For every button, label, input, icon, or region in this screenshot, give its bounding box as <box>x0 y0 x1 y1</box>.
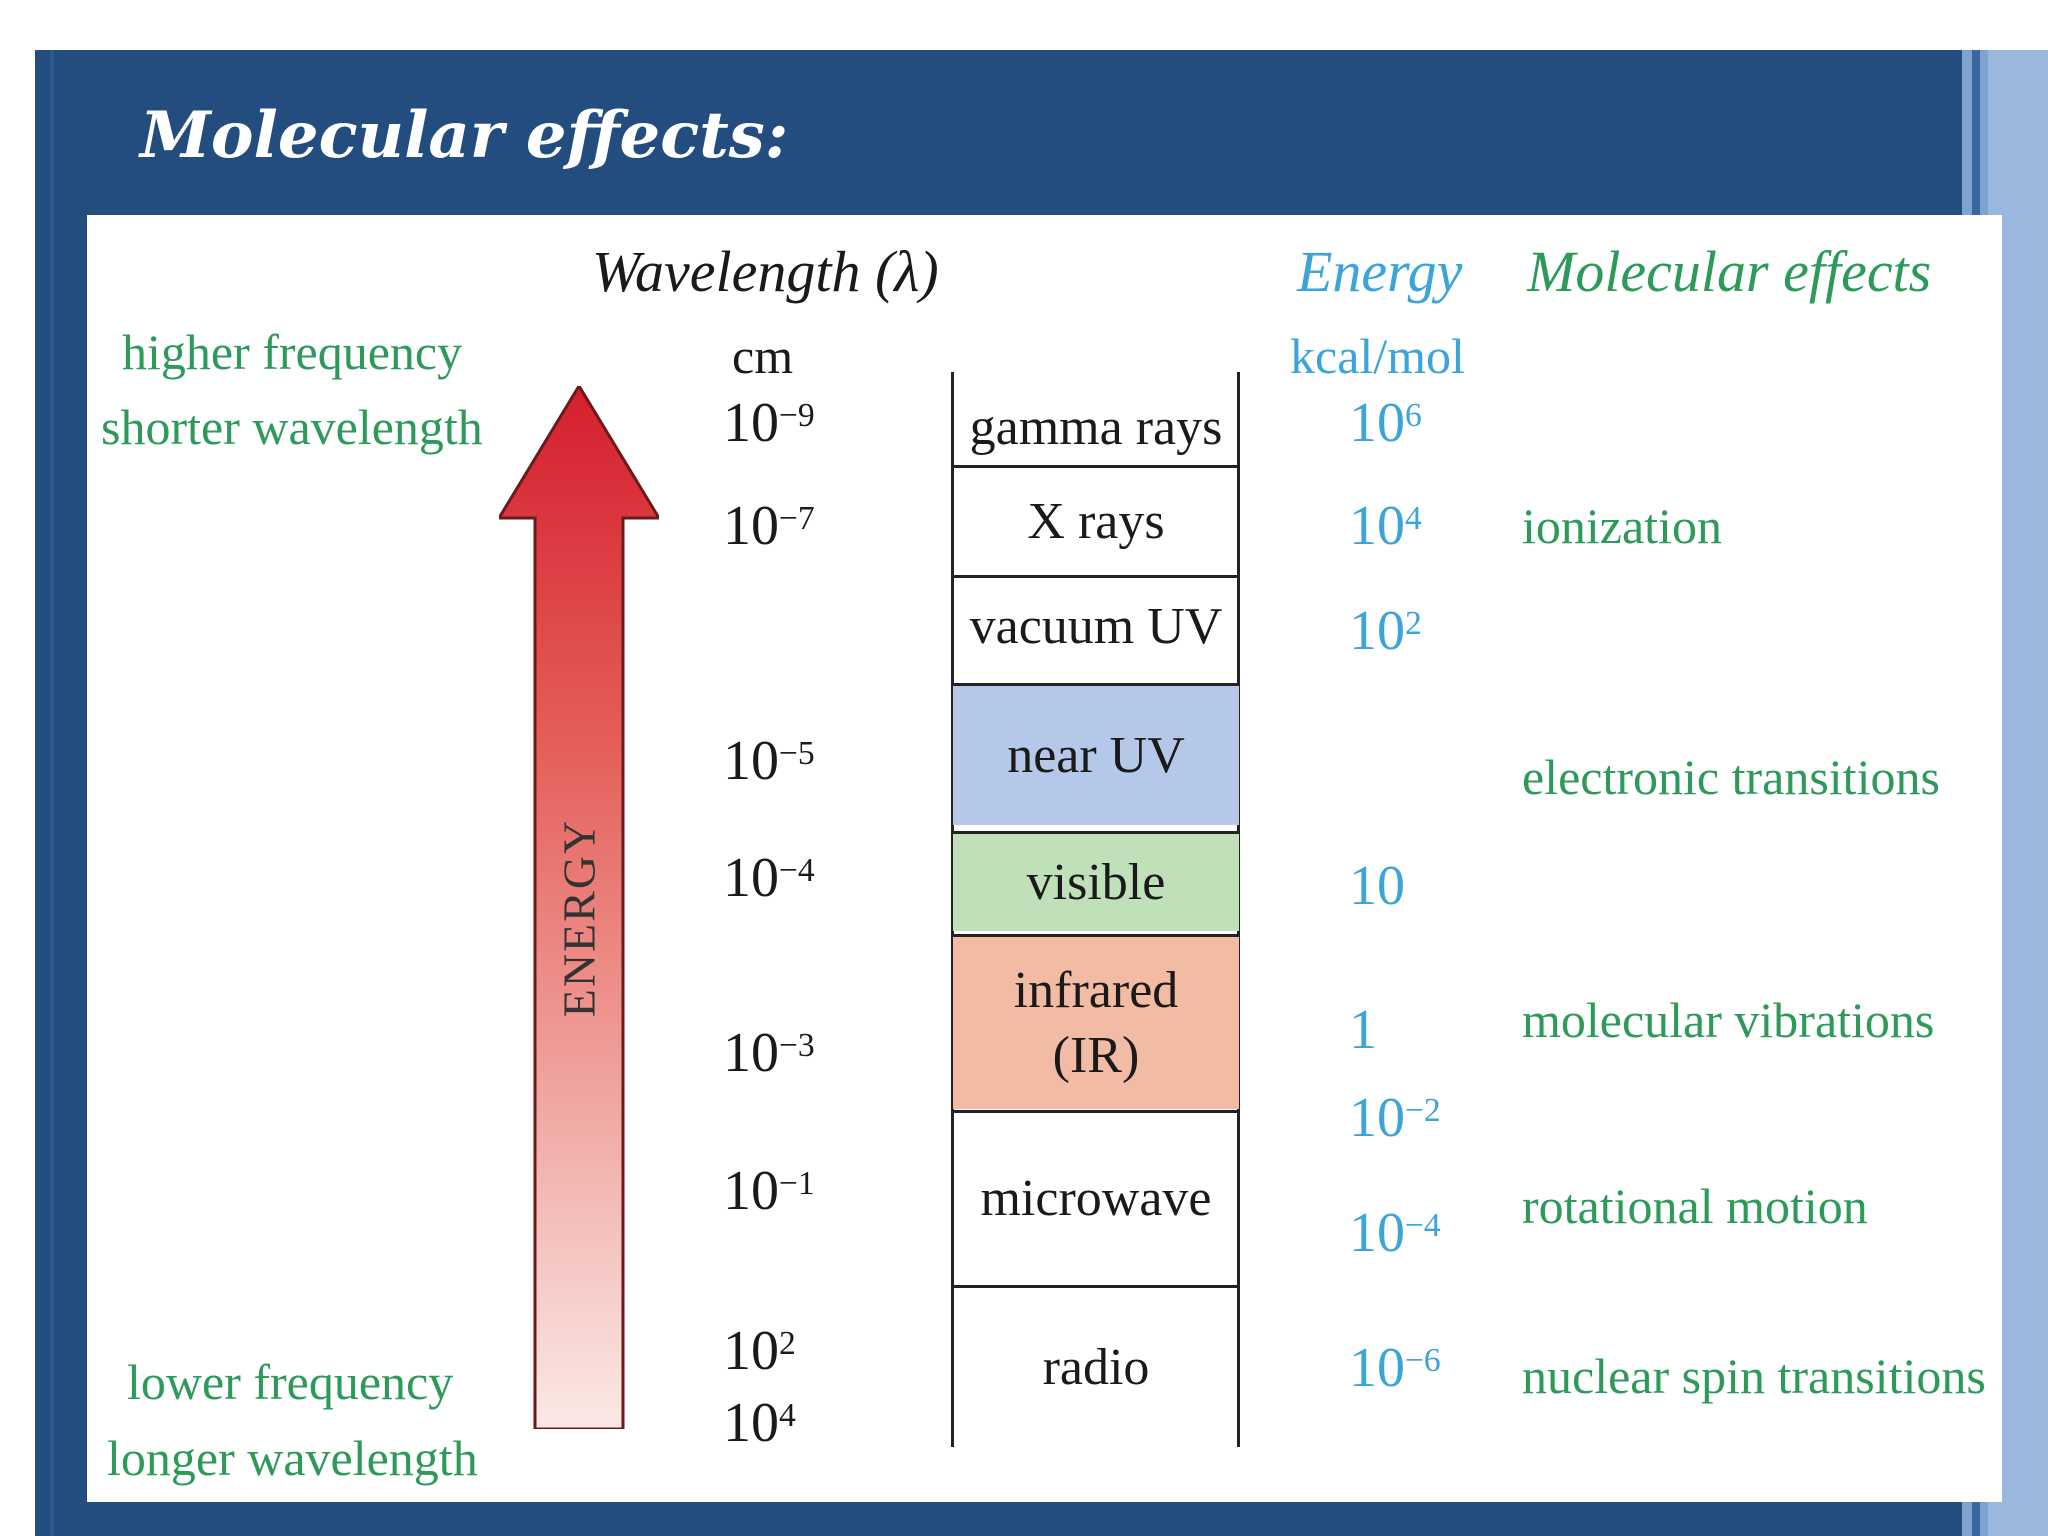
energy-value: 1 <box>1349 999 1377 1061</box>
shorter-wavelength-label: shorter wavelength <box>101 399 483 455</box>
lower-frequency-label: lower frequency <box>127 1354 454 1410</box>
higher-frequency-label: higher frequency <box>122 324 463 380</box>
band-column-left-border <box>951 372 954 1447</box>
energy-value: 10 <box>1349 855 1405 917</box>
effect-rotational-motion: rotational motion <box>1522 1178 1868 1234</box>
energy-arrow-icon <box>499 386 659 1429</box>
energy-value: 10−2 <box>1349 1087 1441 1149</box>
band-x-rays: X rays <box>953 465 1239 575</box>
effect-ionization: ionization <box>1522 498 1722 554</box>
energy-value: 10−6 <box>1349 1337 1441 1399</box>
longer-wavelength-label: longer wavelength <box>107 1430 478 1486</box>
wavelength-header: Wavelength (λ) <box>592 239 939 304</box>
wavelength-value: 10−9 <box>723 392 815 454</box>
energy-value: 10−4 <box>1349 1202 1441 1264</box>
wavelength-value: 10−5 <box>723 730 815 792</box>
band-gamma-rays: gamma rays <box>969 398 1223 456</box>
band-vacuum-uv: vacuum UV <box>953 575 1239 675</box>
energy-header: Energy <box>1297 239 1463 304</box>
band-infrared: infrared (IR) <box>953 934 1239 1109</box>
effect-nuclear-spin-transitions: nuclear spin transitions <box>1522 1348 1986 1404</box>
effect-molecular-vibrations: molecular vibrations <box>1522 992 1935 1048</box>
band-microwave: microwave <box>953 1110 1239 1284</box>
wavelength-value: 10−4 <box>723 847 815 909</box>
wavelength-value: 10−3 <box>723 1022 815 1084</box>
effect-electronic-transitions: electronic transitions <box>1522 749 1940 805</box>
energy-arrow-label: ENERGY <box>553 818 605 1018</box>
energy-unit: kcal/mol <box>1290 328 1465 384</box>
band-near-uv: near UV <box>953 683 1239 825</box>
spectrum-diagram: Wavelength (λ) cm Energy kcal/mol Molecu… <box>87 215 2002 1502</box>
slide-title: Molecular effects: <box>140 98 789 173</box>
band-radio: radio <box>953 1285 1239 1447</box>
wavelength-value: 10−7 <box>723 495 815 557</box>
wavelength-unit: cm <box>732 328 794 384</box>
energy-value: 102 <box>1349 600 1422 662</box>
wavelength-value: 102 <box>723 1320 796 1382</box>
energy-value: 104 <box>1349 495 1422 557</box>
energy-value: 106 <box>1349 392 1422 454</box>
effects-header: Molecular effects <box>1527 239 1932 304</box>
slide-left-stripe <box>50 50 54 1536</box>
wavelength-value: 104 <box>723 1392 796 1454</box>
wavelength-value: 10−1 <box>723 1160 815 1222</box>
band-visible: visible <box>953 831 1239 931</box>
